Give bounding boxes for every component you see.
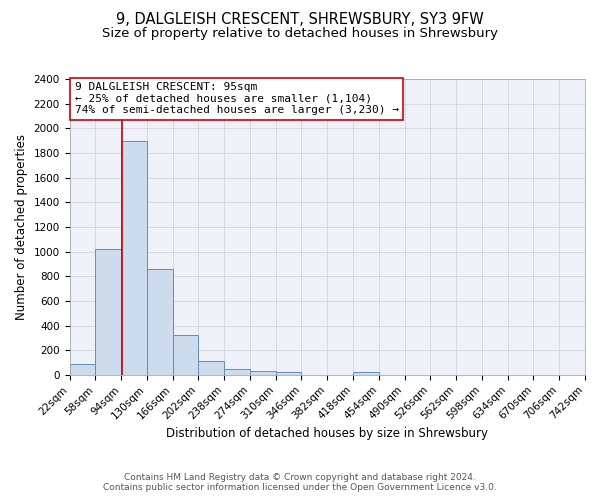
Text: Size of property relative to detached houses in Shrewsbury: Size of property relative to detached ho… — [102, 28, 498, 40]
Bar — [276, 372, 301, 375]
Bar — [95, 249, 121, 375]
Y-axis label: Number of detached properties: Number of detached properties — [15, 134, 28, 320]
Bar — [121, 140, 147, 375]
Bar — [173, 336, 199, 375]
Bar — [250, 370, 276, 375]
Bar — [353, 372, 379, 375]
Bar — [70, 364, 95, 375]
Bar — [224, 368, 250, 375]
Text: 9, DALGLEISH CRESCENT, SHREWSBURY, SY3 9FW: 9, DALGLEISH CRESCENT, SHREWSBURY, SY3 9… — [116, 12, 484, 28]
Text: Contains public sector information licensed under the Open Government Licence v3: Contains public sector information licen… — [103, 482, 497, 492]
Text: 9 DALGLEISH CRESCENT: 95sqm
← 25% of detached houses are smaller (1,104)
74% of : 9 DALGLEISH CRESCENT: 95sqm ← 25% of det… — [74, 82, 398, 115]
Bar — [199, 360, 224, 375]
Text: Contains HM Land Registry data © Crown copyright and database right 2024.: Contains HM Land Registry data © Crown c… — [124, 472, 476, 482]
X-axis label: Distribution of detached houses by size in Shrewsbury: Distribution of detached houses by size … — [166, 427, 488, 440]
Bar — [147, 269, 173, 375]
